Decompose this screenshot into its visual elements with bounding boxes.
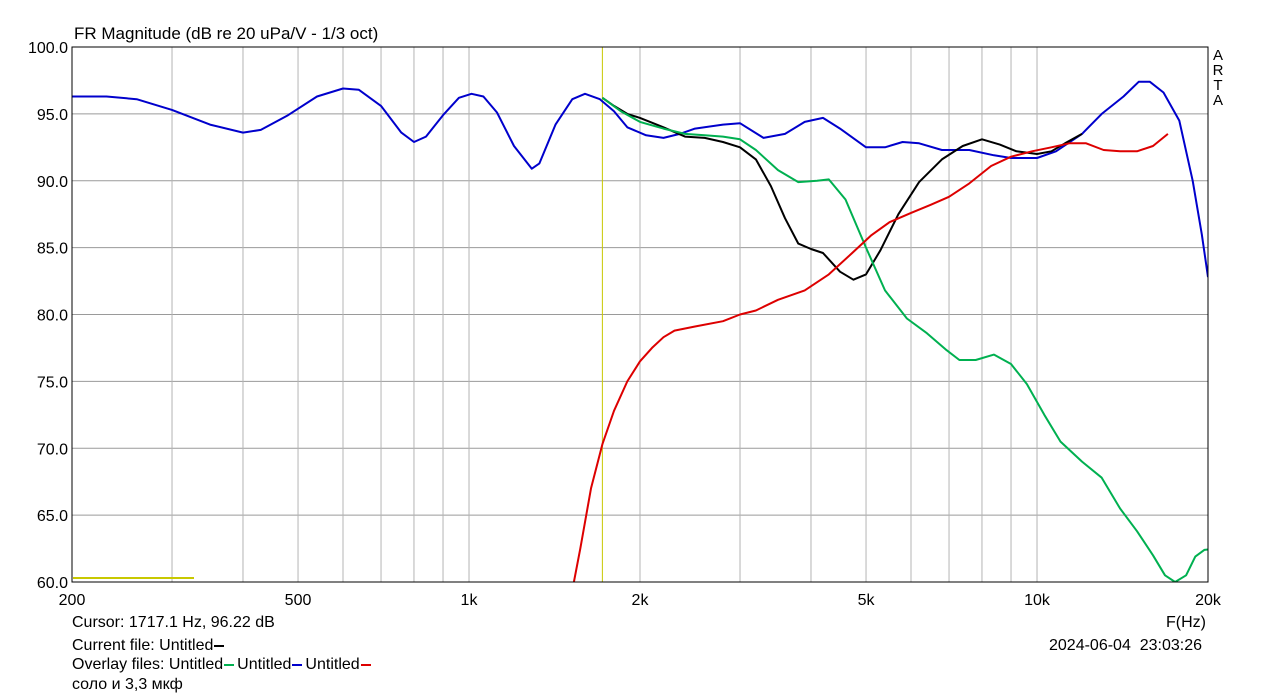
series-line-3 <box>572 133 1169 582</box>
overlay-files-line: Overlay files: Untitled Untitled Untitled <box>72 656 374 674</box>
x-tick-label: 2k <box>632 592 650 609</box>
x-axis-label: F(Hz) <box>1166 614 1206 631</box>
y-tick-label: 85.0 <box>37 241 68 258</box>
x-tick-label: 1k <box>461 592 479 609</box>
comment-text: соло и 3,3 мкф <box>72 676 183 693</box>
y-tick-label: 65.0 <box>37 508 68 525</box>
brand-letter: T <box>1213 77 1223 94</box>
y-tick-label: 80.0 <box>37 308 68 325</box>
series-line-2 <box>601 96 1208 582</box>
y-tick-label: 60.0 <box>37 575 68 592</box>
y-tick-label: 95.0 <box>37 107 68 124</box>
brand-letter: R <box>1212 62 1224 79</box>
y-tick-label: 100.0 <box>28 40 68 57</box>
brand-letter: A <box>1212 92 1223 109</box>
brand-letter: A <box>1212 47 1223 64</box>
plot-frame <box>71 46 1209 583</box>
y-tick-label: 70.0 <box>37 441 68 458</box>
timestamp: 2024-06-04 23:03:26 <box>1049 637 1203 654</box>
x-tick-label: 5k <box>858 592 876 609</box>
arta-brand: A R T A <box>1212 48 1224 108</box>
overlay-swatch-green <box>224 663 235 666</box>
y-tick-label: 75.0 <box>37 374 68 391</box>
chart-title: FR Magnitude (dB re 20 uPa/V - 1/3 oct) <box>74 24 378 43</box>
overlay-swatch-red <box>360 663 371 666</box>
current-file-swatch <box>214 644 225 647</box>
x-tick-label: 10k <box>1024 592 1051 609</box>
overlay-files-label: Overlay files: Untitled <box>72 656 224 673</box>
current-file-label: Current file: Untitled <box>72 637 214 654</box>
y-tick-label: 90.0 <box>37 174 68 191</box>
series-line-0 <box>72 80 1208 278</box>
current-file-line: Current file: Untitled <box>72 637 227 655</box>
overlay-file-name: Untitled <box>305 656 360 673</box>
series-line-1 <box>601 96 1083 281</box>
cursor-readout: Cursor: 1717.1 Hz, 96.22 dB <box>72 614 275 631</box>
x-tick-label: 500 <box>285 592 312 609</box>
x-tick-label: 20k <box>1195 592 1222 609</box>
overlay-file-name: Untitled <box>237 656 292 673</box>
x-tick-label: 200 <box>59 592 86 609</box>
chart-plot: 60.0 65.0 70.0 75.0 80.0 85.0 90.0 95.0 100.0 20… <box>28 24 1222 609</box>
overlay-swatch-blue <box>292 663 303 666</box>
